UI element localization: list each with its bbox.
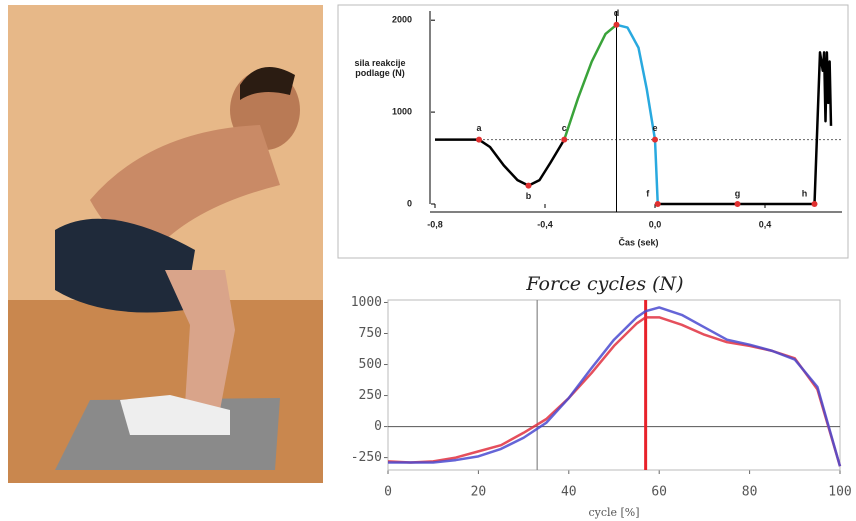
photo xyxy=(8,5,323,483)
point-label: e xyxy=(652,123,657,133)
y-tick-label: 0 xyxy=(407,198,412,208)
point xyxy=(654,201,661,207)
y-tick-label: 0 xyxy=(374,419,382,434)
x-tick-label: 20 xyxy=(471,485,487,500)
y-tick-label: 250 xyxy=(359,388,382,403)
point xyxy=(613,21,620,28)
x-axis-label: cycle [%] xyxy=(588,506,639,519)
y-tick-label: -250 xyxy=(351,450,382,465)
series-line xyxy=(435,138,566,187)
x-tick-label: 40 xyxy=(561,485,577,500)
point xyxy=(561,136,568,143)
series-line xyxy=(563,23,618,141)
x-tick-label: 0,0 xyxy=(649,219,662,229)
point xyxy=(652,136,658,143)
point xyxy=(476,136,482,143)
x-tick-label: 80 xyxy=(742,485,758,500)
series-line xyxy=(388,306,842,467)
plot-frame xyxy=(387,299,841,471)
point-label: g xyxy=(735,188,741,198)
x-tick-label: -0,4 xyxy=(537,219,553,229)
chart-title: Force cycles (N) xyxy=(525,273,683,295)
y-axis-label: sila reakcije podlage (N) xyxy=(354,58,406,78)
point-label: f xyxy=(646,188,650,198)
series-line xyxy=(616,23,659,205)
point-label: h xyxy=(802,188,808,198)
y-tick-label: 2000 xyxy=(392,15,412,25)
x-tick-label: 100 xyxy=(828,485,851,500)
x-tick-label: -0,8 xyxy=(427,219,443,229)
point xyxy=(525,182,532,189)
point xyxy=(811,201,818,207)
x-axis-label: Čas (sek) xyxy=(618,236,658,247)
x-tick-label: 0 xyxy=(384,485,392,500)
y-tick-label: 500 xyxy=(359,357,382,372)
point-label: c xyxy=(562,123,567,133)
point-label: a xyxy=(476,123,482,133)
series-line xyxy=(657,51,833,206)
y-tick-label: 750 xyxy=(359,326,382,341)
point-label: b xyxy=(526,191,532,201)
y-tick-label: 1000 xyxy=(392,106,412,116)
x-tick-label: 60 xyxy=(651,485,667,500)
chart-frame xyxy=(337,4,849,259)
y-tick-label: 1000 xyxy=(351,295,382,310)
x-tick-label: 0,4 xyxy=(759,219,772,229)
point xyxy=(734,201,741,207)
point-label: d xyxy=(614,8,620,18)
